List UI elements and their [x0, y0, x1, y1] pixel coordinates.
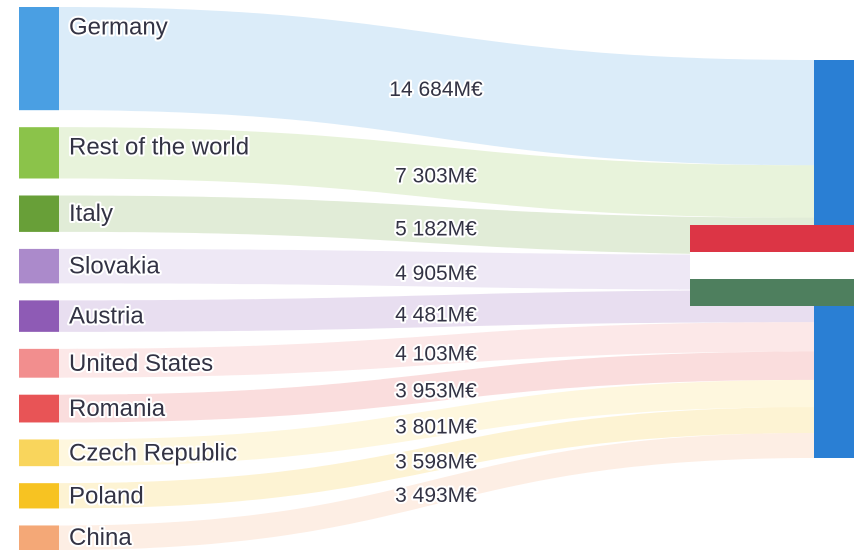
source-labels: Germany Rest of the world Italy Slovakia Aus…: [67, 12, 251, 554]
label-poland: Poland: [69, 482, 144, 509]
value-label-austria: 4 481M€: [395, 304, 477, 327]
node-poland[interactable]: [19, 483, 59, 509]
link-poland[interactable]: [59, 407, 814, 509]
value-label-italy: 5 182M€: [395, 217, 477, 240]
label-germany: Germany: [69, 14, 168, 41]
node-austria[interactable]: [19, 300, 59, 332]
link-united-states[interactable]: [59, 322, 814, 378]
value-label-czech-republic: 3 801M€: [395, 416, 477, 439]
link-slovakia[interactable]: [59, 248, 814, 290]
value-label-slovakia: 4 905M€: [395, 262, 477, 285]
link-china[interactable]: [59, 432, 814, 550]
value-label-united-states: 4 103M€: [395, 343, 477, 366]
flag-stripe-1: [690, 225, 854, 253]
label-romania: Romania: [69, 395, 166, 422]
node-slovakia[interactable]: [19, 248, 59, 284]
flag-icon: [690, 225, 854, 306]
value-labels: 14 684M€ 7 303M€ 5 182M€ 4 905M€ 4 481M€ 4 10…: [387, 76, 485, 509]
label-rest-of-the-world: Rest of the world: [69, 134, 249, 161]
node-czech-republic[interactable]: [19, 439, 59, 467]
label-austria: Austria: [69, 303, 144, 330]
node-italy[interactable]: [19, 195, 59, 232]
link-austria[interactable]: [59, 289, 814, 332]
label-china: China: [69, 524, 132, 551]
value-label-poland: 3 598M€: [395, 450, 477, 473]
node-romania[interactable]: [19, 394, 59, 423]
value-label-rest-of-the-world: 7 303M€: [395, 165, 477, 188]
label-slovakia: Slovakia: [69, 253, 160, 280]
flag-stripe-3: [690, 279, 854, 306]
node-rest-of-the-world[interactable]: [19, 127, 59, 179]
link-romania[interactable]: [59, 351, 814, 423]
node-germany[interactable]: [19, 7, 59, 111]
label-italy: Italy: [69, 200, 113, 227]
link-czech-republic[interactable]: [59, 379, 814, 467]
value-label-romania: 3 953M€: [395, 380, 477, 403]
label-czech-republic: Czech Republic: [69, 439, 237, 466]
label-united-states: United States: [69, 350, 213, 377]
flag-stripe-2: [690, 252, 854, 280]
sankey-links: [59, 7, 814, 550]
link-germany[interactable]: [59, 7, 814, 166]
value-label-germany: 14 684M€: [389, 78, 483, 101]
node-united-states[interactable]: [19, 348, 59, 378]
node-china[interactable]: [19, 525, 59, 550]
link-italy[interactable]: [59, 195, 814, 255]
value-label-china: 3 493M€: [395, 484, 477, 507]
link-rest-of-the-world[interactable]: [59, 127, 814, 218]
source-nodes: [19, 7, 59, 550]
